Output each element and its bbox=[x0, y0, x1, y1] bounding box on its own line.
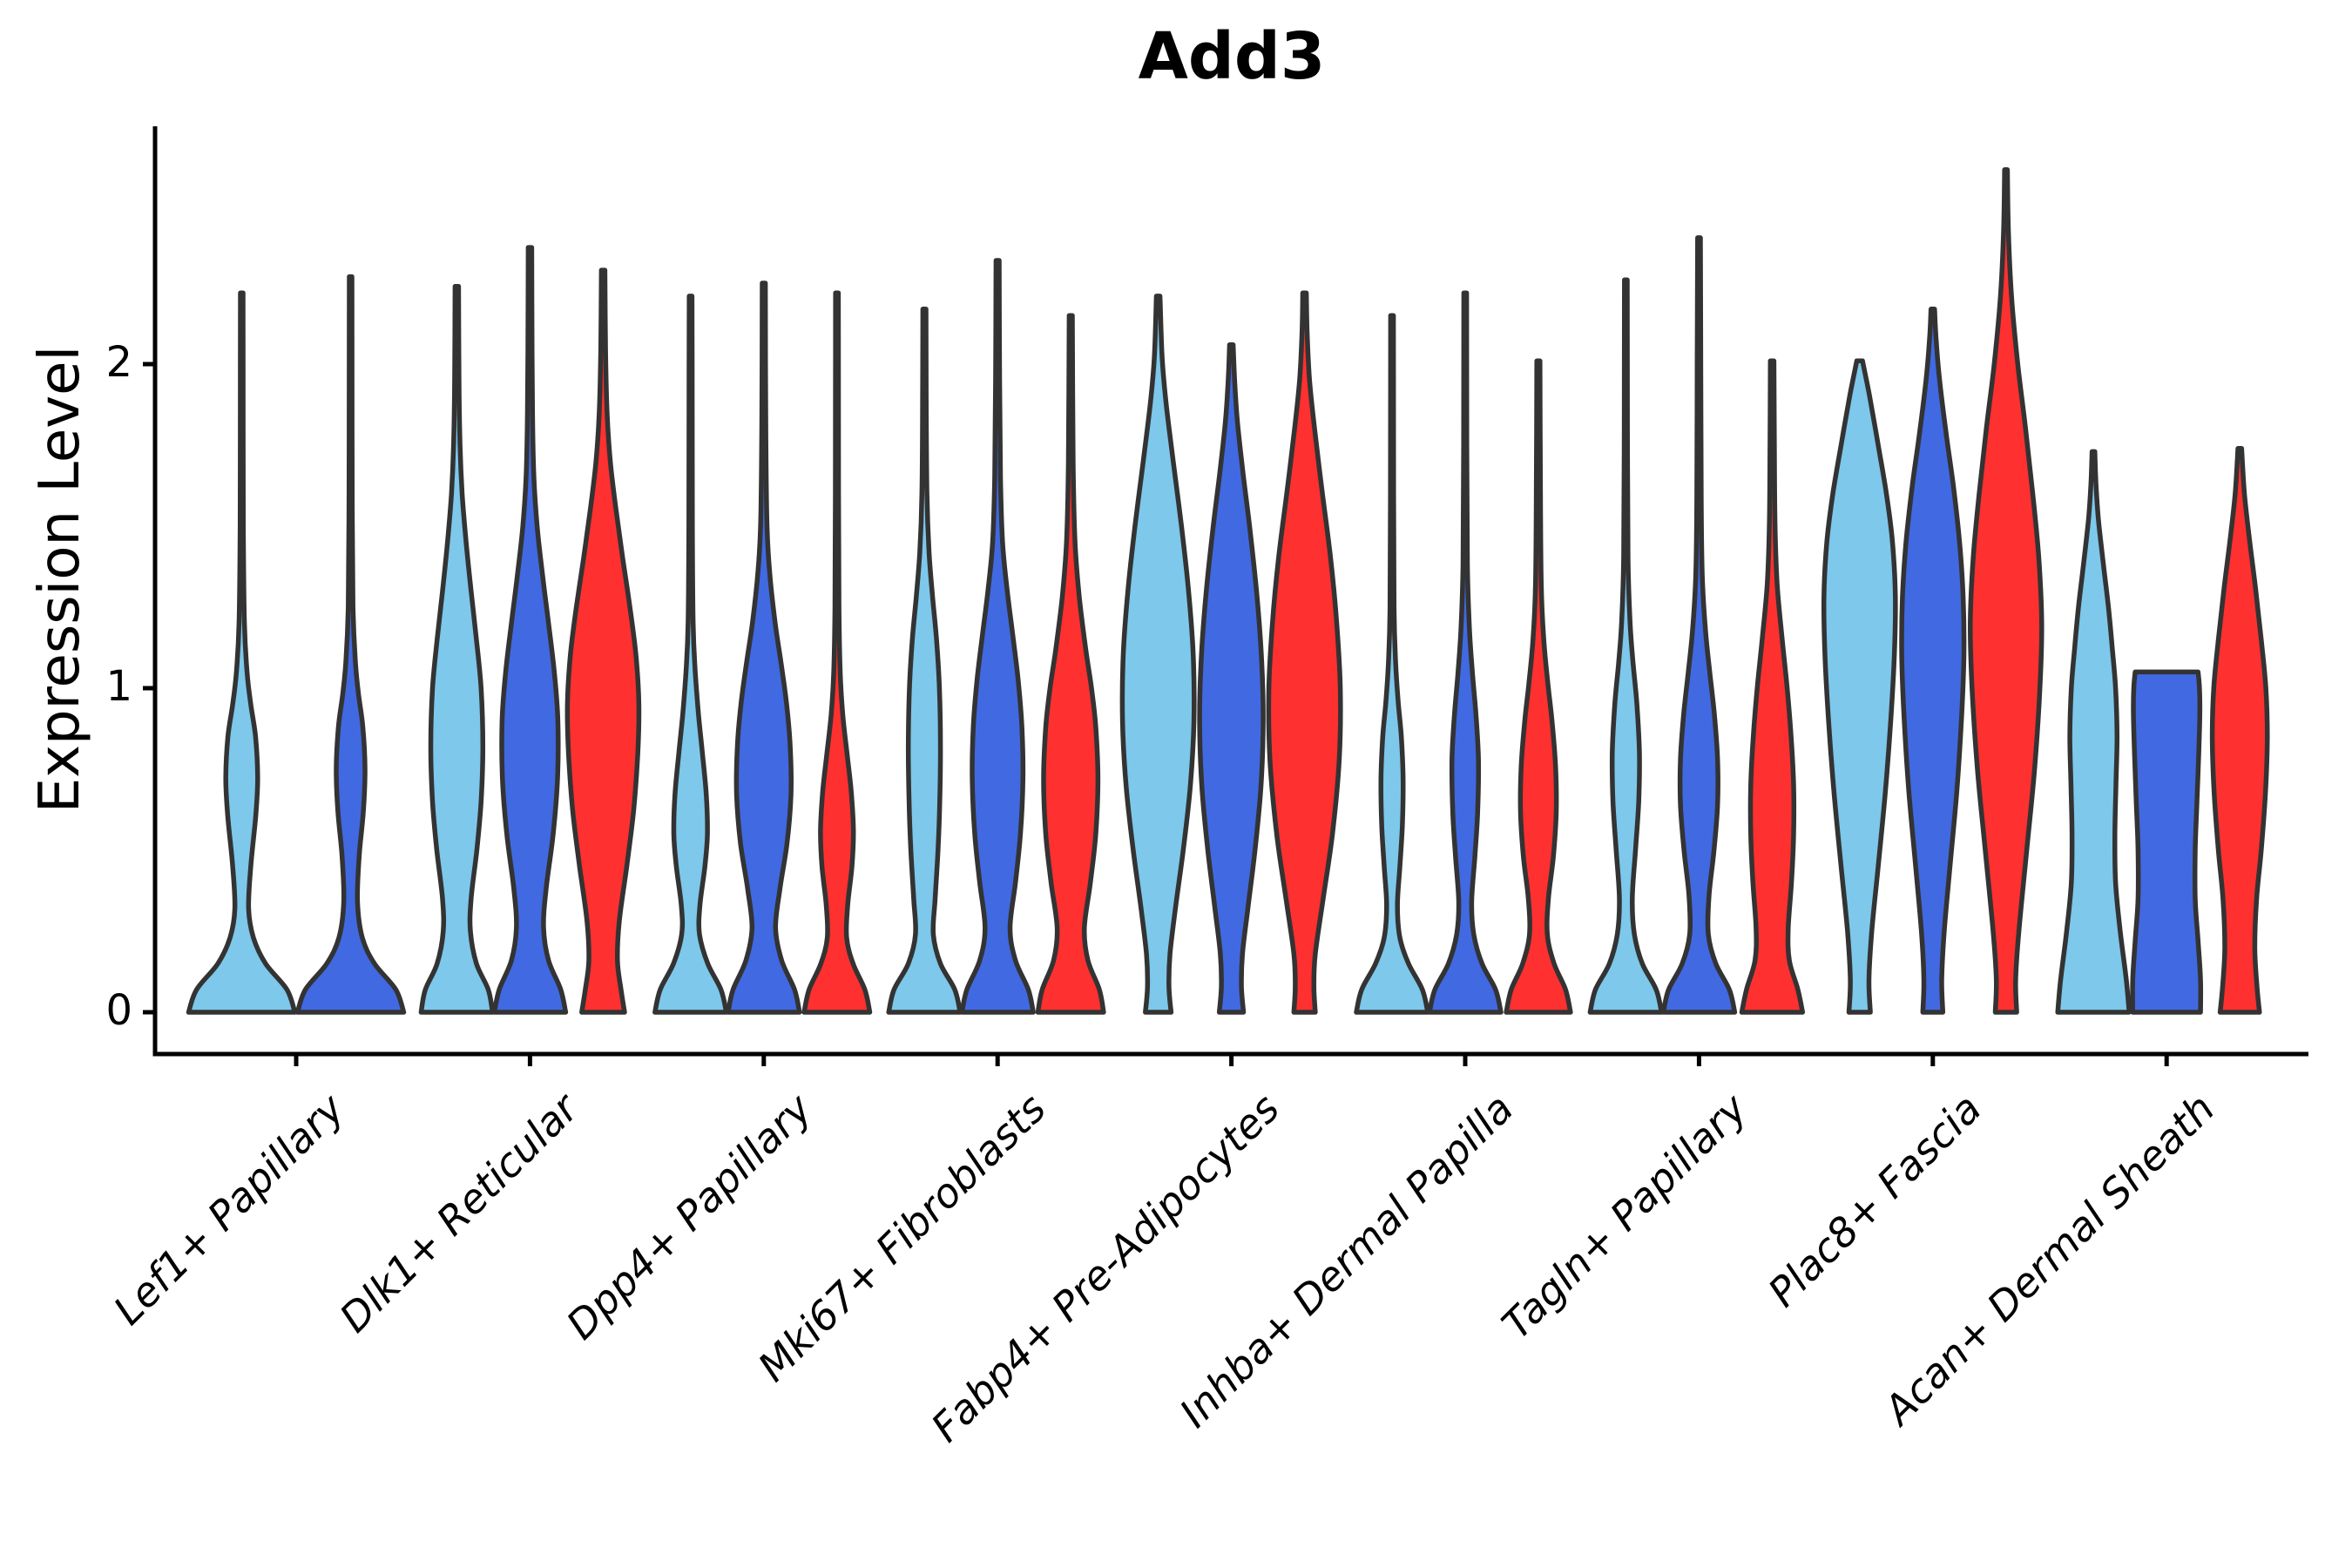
violin-royalblue-fabp4-pre-adipocytes bbox=[1197, 341, 1266, 1015]
chart-title: Add3 bbox=[1138, 19, 1326, 94]
violin-skyblue-plac8-fascia bbox=[1821, 358, 1898, 1015]
violin-red-tagln-papillary bbox=[1739, 358, 1806, 1015]
y-tick-label-2: 2 bbox=[105, 338, 132, 387]
violin-skyblue-dlk1-reticular bbox=[418, 283, 496, 1015]
violin-royalblue-dpp4-papillary bbox=[726, 280, 802, 1015]
violin-skyblue-lef1-papillary bbox=[186, 290, 298, 1015]
violin-royalblue-plac8-fascia bbox=[1899, 307, 1967, 1015]
violin-royalblue-tagln-papillary bbox=[1660, 235, 1738, 1015]
y-tick-label-0: 0 bbox=[105, 986, 132, 1035]
violin-red-inhba-dermal-papilla bbox=[1504, 358, 1573, 1015]
violin-skyblue-mki67-fibroblasts bbox=[886, 307, 963, 1015]
violin-royalblue-mki67-fibroblasts bbox=[959, 258, 1036, 1015]
y-axis-label: Expression Level bbox=[28, 345, 92, 814]
y-tick-label-1: 1 bbox=[105, 662, 132, 711]
violin-red-dpp4-papillary bbox=[801, 290, 873, 1015]
violin-skyblue-dpp4-papillary bbox=[652, 294, 729, 1015]
violins-layer bbox=[186, 167, 2270, 1015]
violin-royalblue-inhba-dermal-papilla bbox=[1427, 290, 1504, 1015]
violin-skyblue-fabp4-pre-adipocytes bbox=[1119, 294, 1197, 1015]
violin-skyblue-acan-dermal-sheath bbox=[2055, 449, 2132, 1015]
violin-skyblue-inhba-dermal-papilla bbox=[1354, 313, 1430, 1015]
violin-red-mki67-fibroblasts bbox=[1035, 313, 1106, 1015]
violin-royalblue-dlk1-reticular bbox=[491, 245, 569, 1015]
violin-royalblue-lef1-papillary bbox=[294, 274, 407, 1015]
violin-red-plac8-fascia bbox=[1968, 167, 2044, 1015]
violin-red-dlk1-reticular bbox=[564, 267, 642, 1015]
violin-skyblue-tagln-papillary bbox=[1587, 277, 1665, 1015]
violin-red-acan-dermal-sheath bbox=[2209, 445, 2270, 1015]
axes-layer bbox=[143, 126, 2308, 1066]
violin-royalblue-acan-dermal-sheath bbox=[2130, 669, 2204, 1015]
violin-red-fabp4-pre-adipocytes bbox=[1266, 290, 1343, 1015]
